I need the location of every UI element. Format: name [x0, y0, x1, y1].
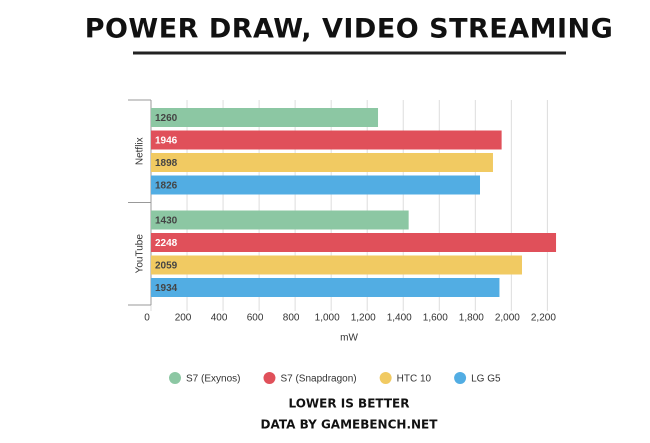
legend-marker	[169, 372, 181, 384]
x-tick-label: 1,400	[387, 313, 412, 324]
x-tick-label: 600	[247, 313, 264, 324]
bar	[151, 130, 502, 150]
x-tick-label: 2,200	[531, 313, 556, 324]
bar	[151, 233, 557, 252]
legend-label: HTC 10	[397, 374, 432, 385]
x-tick-label: 800	[283, 313, 300, 324]
y-tick-label: Netflix	[135, 137, 146, 165]
x-tick-label: 400	[211, 313, 228, 324]
value-label: 1430	[155, 216, 178, 227]
value-label: 1934	[155, 283, 178, 294]
value-label: 1826	[155, 181, 178, 192]
y-tick-label: YouTube	[135, 234, 146, 274]
legend-marker	[379, 372, 392, 384]
value-label: 2059	[155, 261, 178, 272]
value-label: 1946	[155, 136, 178, 147]
x-tick-label: 1,800	[459, 313, 484, 324]
value-label: 2248	[155, 238, 178, 249]
value-label: 1260	[155, 113, 178, 124]
x-tick-label: 1,000	[315, 313, 340, 324]
legend-label: S7 (Exynos)	[186, 374, 240, 385]
legend-marker	[263, 372, 276, 384]
bar	[151, 278, 500, 297]
bar	[151, 255, 522, 275]
x-tick-label: 200	[175, 313, 192, 324]
bar	[151, 210, 409, 230]
bar	[151, 175, 481, 195]
source: DATA BY GAMEBENCH.NET	[261, 418, 439, 432]
subtitle: LOWER IS BETTER	[289, 397, 410, 411]
value-label: 1898	[155, 158, 178, 169]
x-axis-label: mW	[340, 333, 358, 344]
x-tick-label: 0	[144, 313, 150, 324]
legend-label: LG G5	[471, 374, 501, 385]
legend-marker	[454, 372, 467, 384]
legend-label: S7 (Snapdragon)	[280, 374, 356, 385]
bar	[151, 108, 379, 127]
bar	[151, 153, 493, 172]
x-tick-label: 1,200	[351, 313, 376, 324]
x-tick-label: 2,000	[495, 313, 520, 324]
x-tick-label: 1,600	[423, 313, 448, 324]
chart-title: POWER DRAW, VIDEO STREAMING	[85, 14, 614, 45]
